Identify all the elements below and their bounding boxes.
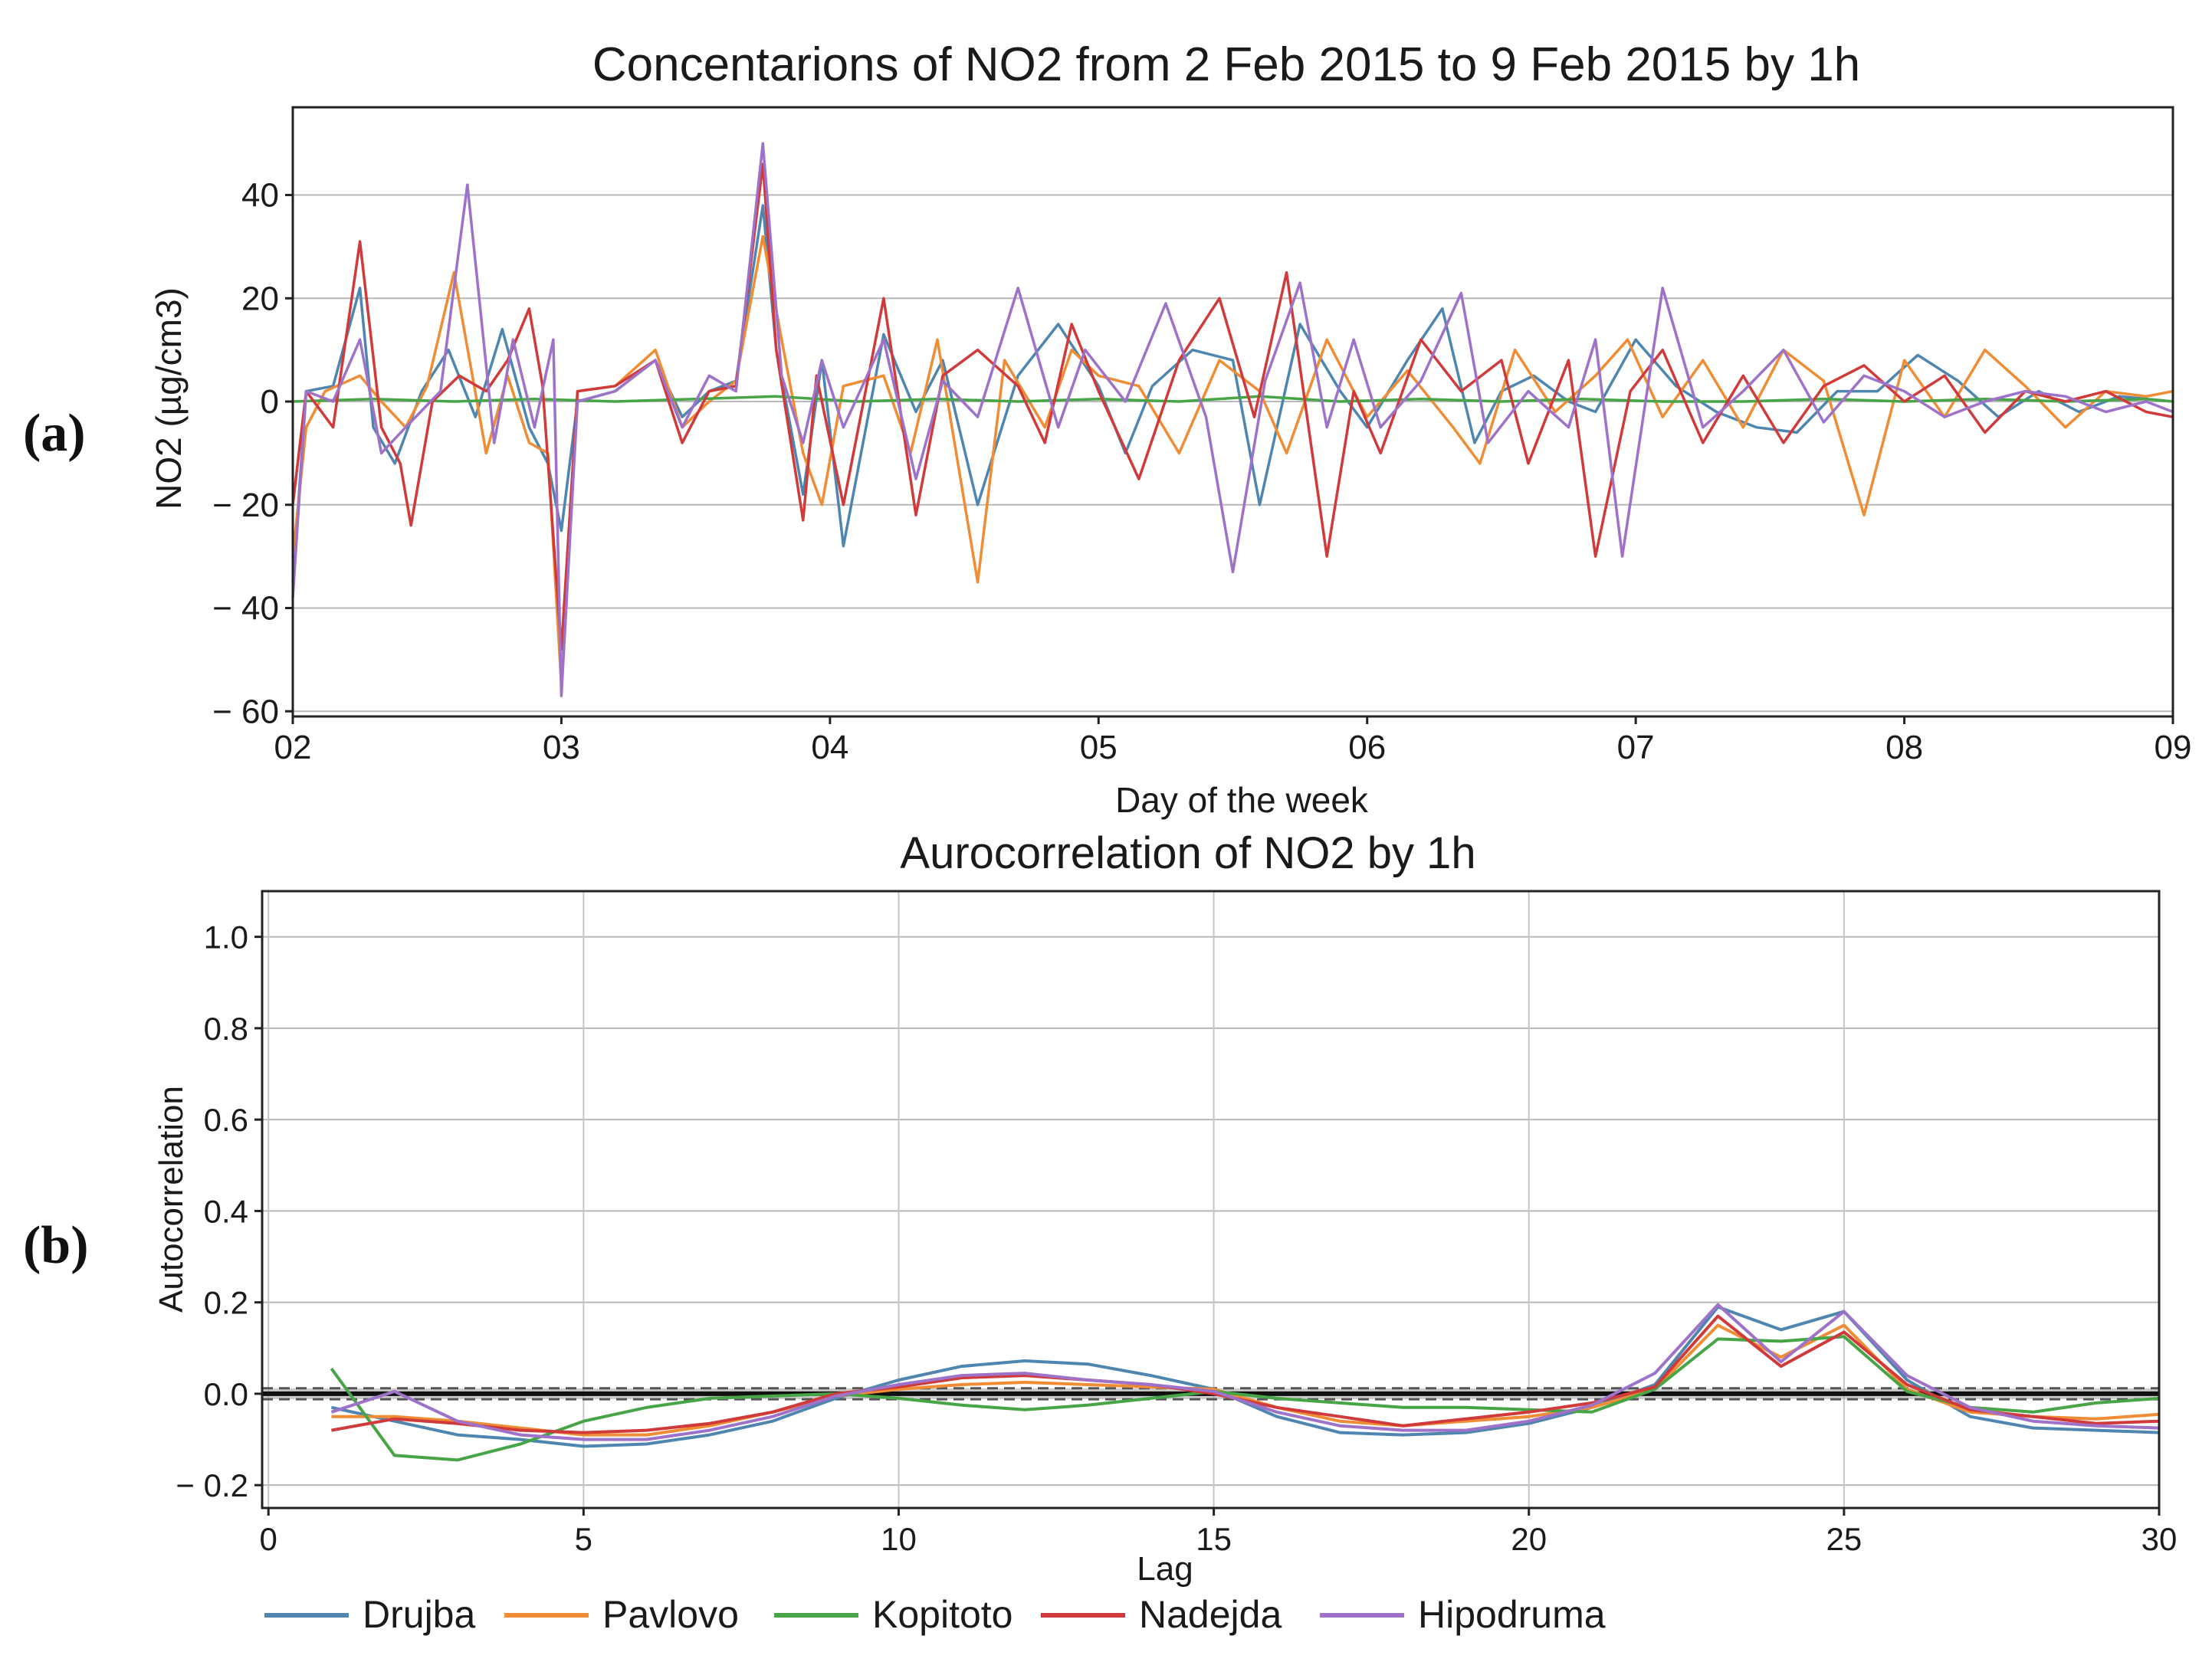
x-tick-label: 08 bbox=[1885, 729, 1923, 766]
y-tick-label: 1.0 bbox=[204, 920, 248, 956]
x-tick-label: 07 bbox=[1617, 729, 1655, 766]
x-tick-label: 06 bbox=[1348, 729, 1386, 766]
chart-b-plot-frame bbox=[261, 890, 2161, 1510]
series-line-drujba bbox=[291, 204, 2174, 582]
x-tick-label: 15 bbox=[1196, 1521, 1232, 1557]
series-line-kopitoto bbox=[292, 395, 2174, 403]
y-tick-label: − 40 bbox=[212, 590, 279, 628]
y-tick-label: − 60 bbox=[212, 693, 279, 730]
legend-label-hipodruma: Hipodruma bbox=[1418, 1593, 1606, 1636]
x-tick-label: 02 bbox=[274, 729, 312, 766]
series-line-hipodruma bbox=[291, 142, 2174, 697]
series-line-hipodruma bbox=[330, 1303, 2160, 1441]
y-tick-label: 20 bbox=[241, 280, 279, 317]
y-tick-label: 0.0 bbox=[204, 1376, 248, 1412]
chart-a-xlabel: Day of the week bbox=[1115, 780, 1369, 820]
chart-a-y-ticks: 40 20 0 − 20 − 40 − 60 bbox=[212, 177, 293, 730]
series-line-drujba bbox=[330, 1305, 2160, 1448]
legend-label-kopitoto: Kopitoto bbox=[872, 1593, 1012, 1636]
y-tick-label: − 0.2 bbox=[176, 1467, 248, 1503]
series-line-pavlovo bbox=[331, 1323, 2160, 1437]
chart-a-ylabel: NO2 (µg/cm3) bbox=[149, 287, 189, 510]
x-tick-label: 30 bbox=[2141, 1521, 2178, 1557]
legend: Drujba Pavlovo Kopitoto Nadejda Hipodruma bbox=[264, 1593, 1606, 1636]
chart-b-xlabel: Lag bbox=[1137, 1550, 1193, 1588]
chart-b-ylabel: Autocorrelation bbox=[153, 1086, 190, 1313]
y-tick-label: 0.2 bbox=[204, 1285, 248, 1321]
y-tick-label: 0.6 bbox=[204, 1102, 248, 1138]
x-tick-label: 0 bbox=[260, 1521, 277, 1557]
chart-a-x-ticks: 02 03 04 05 06 07 08 09 bbox=[274, 716, 2192, 766]
legend-label-nadejda: Nadejda bbox=[1139, 1593, 1282, 1636]
chart-b-gridlines bbox=[262, 891, 2160, 1508]
y-tick-label: 0 bbox=[261, 383, 279, 421]
autocorrelation-chart: Aurocorrelation of NO2 by 1h 0 5 10 15 20 25 3… bbox=[153, 828, 2177, 1588]
chart-a-plot-frame bbox=[291, 106, 2174, 718]
y-tick-label: 0.4 bbox=[204, 1193, 248, 1229]
x-tick-label: 20 bbox=[1511, 1521, 1547, 1557]
panel-label-a: (a) bbox=[23, 404, 86, 463]
x-tick-label: 04 bbox=[811, 729, 848, 766]
series-line-kopitoto bbox=[330, 1335, 2160, 1462]
x-tick-label: 5 bbox=[575, 1521, 592, 1557]
chart-a-series-group bbox=[291, 142, 2174, 697]
x-tick-label: 05 bbox=[1080, 729, 1117, 766]
chart-b-x-ticks: 0 5 10 15 20 25 30 bbox=[260, 1508, 2178, 1557]
x-tick-label: 09 bbox=[2155, 729, 2192, 766]
chart-a-title: Concentarions of NO2 from 2 Feb 2015 to … bbox=[592, 38, 1860, 91]
y-tick-label: 0.8 bbox=[204, 1011, 248, 1047]
x-tick-label: 25 bbox=[1826, 1521, 1862, 1557]
chart-b-title: Aurocorrelation of NO2 by 1h bbox=[900, 828, 1475, 878]
chart-b-series-group bbox=[330, 1303, 2160, 1462]
x-tick-label: 03 bbox=[543, 729, 580, 766]
no2-concentration-chart: Concentarions of NO2 from 2 Feb 2015 to … bbox=[149, 38, 2191, 820]
legend-label-drujba: Drujba bbox=[363, 1593, 475, 1636]
x-tick-label: 10 bbox=[881, 1521, 917, 1557]
panel-label-b: (b) bbox=[23, 1216, 89, 1275]
chart-b-y-ticks: 1.0 0.8 0.6 0.4 0.2 0.0 − 0.2 bbox=[176, 920, 262, 1503]
y-tick-label: − 20 bbox=[212, 487, 279, 524]
legend-label-pavlovo: Pavlovo bbox=[602, 1593, 739, 1636]
y-tick-label: 40 bbox=[241, 177, 279, 215]
